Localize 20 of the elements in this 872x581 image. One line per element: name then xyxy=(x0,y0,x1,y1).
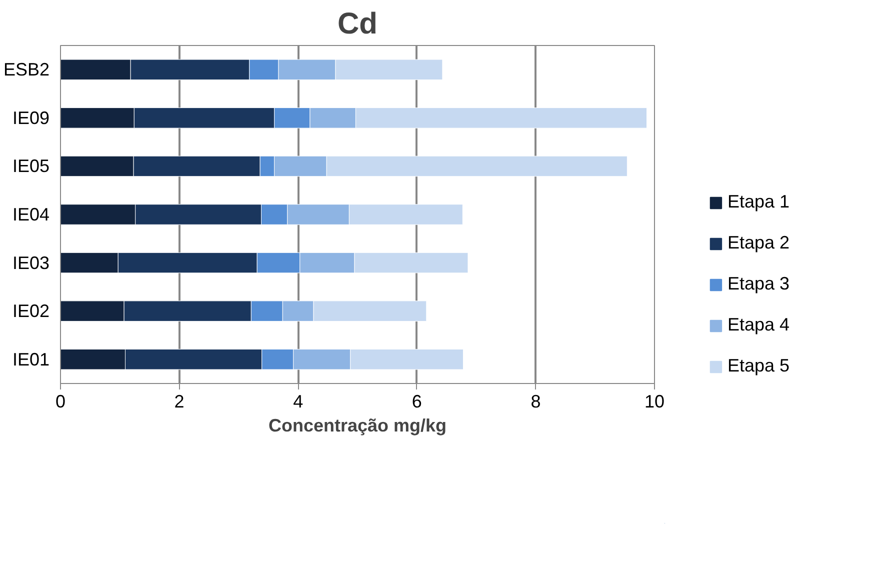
y-tick-label: IE03 xyxy=(12,252,50,273)
x-tick-label: 8 xyxy=(530,392,541,412)
y-tick-label: ESB2 xyxy=(3,60,50,80)
x-tick-label: 2 xyxy=(174,392,184,412)
legend-label: Etapa 3 xyxy=(727,274,790,294)
y-tick-label: IE04 xyxy=(12,204,50,224)
y-tick-label: IE09 xyxy=(12,108,50,128)
y-tick-label: IE01 xyxy=(12,349,50,370)
x-tick-label: 6 xyxy=(412,392,422,412)
y-tick-label: IE02 xyxy=(12,301,50,322)
x-axis-title: Concentração mg/kg xyxy=(268,416,447,436)
legend-label: Etapa 4 xyxy=(727,314,790,336)
legend-label: Etapa 5 xyxy=(727,356,790,376)
legend-label: Etapa 1 xyxy=(727,192,790,212)
legend-label: Etapa 2 xyxy=(727,232,790,254)
y-tick-label: IE05 xyxy=(12,156,50,176)
x-tick-label: 4 xyxy=(293,392,304,412)
x-tick-label: 10 xyxy=(644,392,665,412)
x-tick-label: 0 xyxy=(55,392,66,412)
chart-title: Cd xyxy=(338,8,378,40)
